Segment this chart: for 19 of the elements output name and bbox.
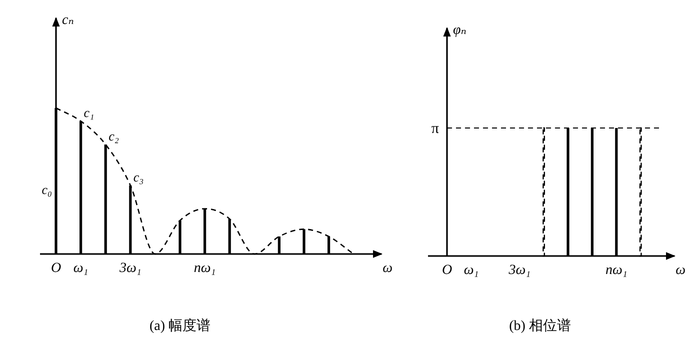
x-tick-label: 3ω₁: [508, 263, 530, 278]
annotation: c₃: [133, 169, 144, 184]
x-tick-label: O: [442, 263, 452, 278]
annotation: c₁: [84, 105, 94, 120]
annotation: c₂: [108, 128, 120, 144]
x-tick-label: ω₁: [464, 263, 479, 278]
x-axis-title: ω: [676, 263, 686, 278]
annotation: c₀: [42, 182, 52, 197]
x-tick-label: O: [50, 261, 62, 276]
x-tick-label: 3ω₁: [118, 261, 142, 276]
x-axis-title: ω: [382, 261, 393, 276]
x-tick-label: ω₁: [73, 261, 88, 276]
y-axis-title: cₙ: [62, 13, 74, 28]
x-tick-label: nω₁: [194, 261, 216, 276]
y-axis-title: φₙ: [453, 23, 467, 38]
x-tick-label: nω₁: [606, 263, 628, 278]
ref-line-label: π: [431, 121, 440, 137]
text: (b) 相位谱: [509, 318, 571, 334]
text: (a) 幅度谱: [149, 318, 211, 334]
